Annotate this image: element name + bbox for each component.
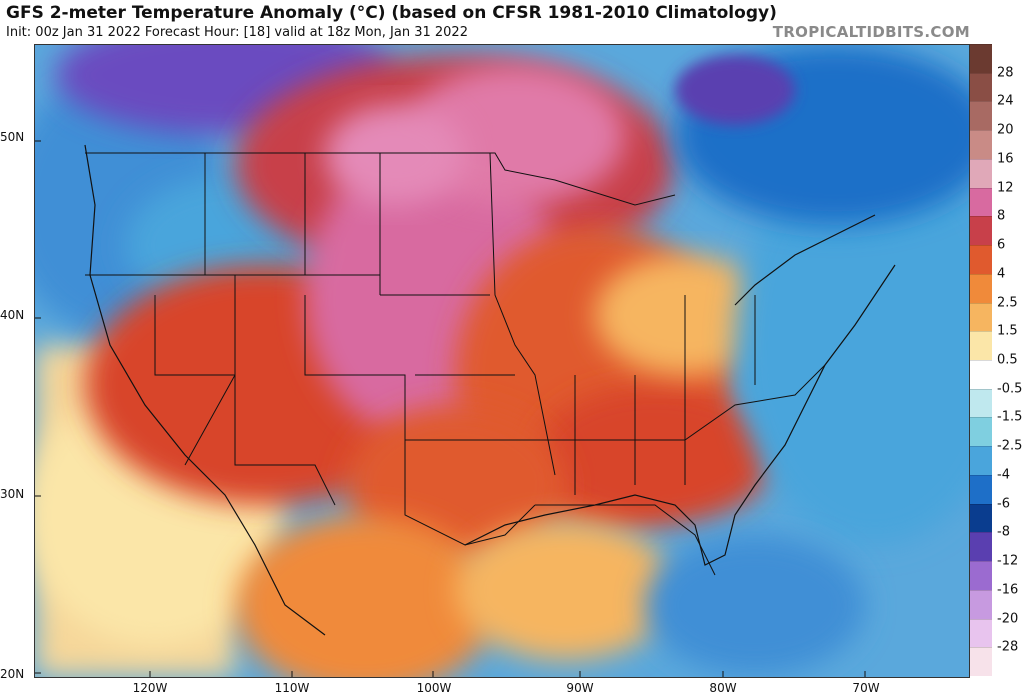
lat-tick-50n: 50N (0, 130, 25, 144)
colorbar-label: 8 (997, 208, 1006, 224)
colorbar-label: -12 (997, 553, 1019, 569)
colorbar-swatch (970, 503, 992, 533)
colorbar-label: -2.5 (997, 438, 1023, 454)
colorbar-label: -20 (997, 611, 1019, 627)
colorbar-label: -0.5 (997, 381, 1023, 397)
colorbar-swatch (970, 331, 992, 360)
colorbar-swatch (970, 589, 992, 619)
colorbar-label: 12 (997, 180, 1014, 196)
colorbar-label: -16 (997, 582, 1019, 598)
lat-tick-40n: 40N (0, 308, 25, 322)
colorbar-swatch (970, 474, 992, 504)
site-credit[interactable]: TROPICALTIDBITS.COM (772, 23, 970, 41)
region-gulf-warm (455, 520, 675, 660)
colorbar-label: -1.5 (997, 409, 1023, 425)
colorbar-swatch (970, 216, 992, 246)
colorbar-swatch (970, 561, 992, 590)
colorbar-swatch (970, 44, 992, 73)
colorbar-label: -28 (997, 639, 1019, 655)
lat-tick-30n: 30N (0, 487, 25, 501)
colorbar-swatch (970, 618, 992, 648)
colorbar-label: 24 (997, 93, 1014, 109)
lon-tick-90w: 90W (566, 681, 594, 695)
colorbar-label: 16 (997, 151, 1014, 167)
colorbar-swatch (970, 446, 992, 475)
lon-tick-110w: 110W (274, 681, 310, 695)
lon-tick-80w: 80W (709, 681, 737, 695)
colorbar-swatch (970, 130, 992, 159)
colorbar-swatch (970, 273, 992, 303)
colorbar-label: 0.5 (997, 352, 1018, 368)
lon-tick-120w: 120W (132, 681, 168, 695)
colorbar-swatch (970, 158, 992, 188)
colorbar-swatch (970, 245, 992, 274)
colorbar-label: 20 (997, 122, 1014, 138)
region-alberta-pink (325, 105, 465, 205)
region-mexico-mixed (235, 515, 495, 677)
lon-tick-100w: 100W (416, 681, 452, 695)
region-quebec-very-cold (675, 55, 795, 125)
coastlines (84, 144, 896, 636)
colorbar-swatch (970, 187, 992, 217)
colorbar-swatch (970, 417, 992, 447)
colorbar-label: 6 (997, 237, 1006, 253)
colorbar-swatch (970, 72, 992, 102)
anomaly-colorbar (970, 44, 992, 676)
colorbar-swatch (970, 360, 992, 389)
colorbar-label: 28 (997, 65, 1014, 81)
colorbar-swatch (970, 647, 992, 676)
colorbar-swatch (970, 101, 992, 131)
colorbar-label: -6 (997, 496, 1010, 512)
region-caribbean-cool (645, 535, 865, 675)
colorbar-label: -4 (997, 467, 1010, 483)
lat-tick-20n: 20N (0, 667, 25, 681)
lon-tick-70w: 70W (852, 681, 880, 695)
colorbar-swatch (970, 302, 992, 332)
colorbar-swatch (970, 388, 992, 418)
colorbar-swatch (970, 532, 992, 562)
map-subtitle: Init: 00z Jan 31 2022 Forecast Hour: [18… (6, 25, 468, 40)
colorbar-label: 1.5 (997, 323, 1018, 339)
map-title: GFS 2-meter Temperature Anomaly (°C) (ba… (6, 3, 777, 23)
region-atlantic-cool (735, 145, 969, 545)
colorbar-label: 2.5 (997, 295, 1018, 311)
colorbar-label: 4 (997, 266, 1006, 282)
temperature-anomaly-map (34, 44, 970, 678)
colorbar-label: -8 (997, 524, 1010, 540)
region-southeast-warm (535, 385, 775, 525)
graticule-ticks (35, 140, 866, 677)
